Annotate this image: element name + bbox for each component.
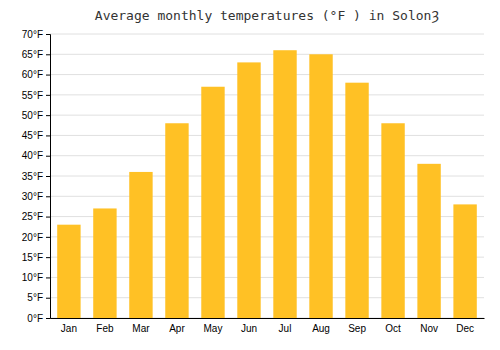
x-axis: Jan Feb Mar Apr May Jun Jul Aug Sep Oct Nov Dec — [51, 319, 485, 335]
x-axis-line — [51, 318, 485, 319]
y-tick-mark — [46, 257, 50, 258]
y-tick: 60°F — [22, 69, 50, 80]
y-tick-label: 60°F — [22, 69, 43, 80]
grid-line — [50, 135, 484, 136]
y-tick-mark — [46, 298, 50, 299]
y-tick: 45°F — [22, 130, 50, 141]
y-tick: 40°F — [22, 150, 50, 161]
x-tick: Jan — [61, 323, 77, 334]
y-tick-mark — [46, 277, 50, 278]
bar — [237, 62, 260, 318]
grid-line — [50, 54, 484, 55]
x-tick: May — [204, 323, 223, 334]
bar — [273, 50, 296, 318]
grid-line — [50, 74, 484, 75]
y-tick: 55°F — [22, 90, 50, 101]
grid-line — [50, 94, 484, 95]
x-tick-label: Nov — [420, 323, 438, 334]
y-tick: 5°F — [27, 292, 50, 303]
y-tick: 25°F — [22, 211, 50, 222]
y-tick: 0°F — [27, 313, 50, 324]
y-tick-mark — [46, 135, 50, 136]
y-tick-label: 30°F — [22, 191, 43, 202]
y-tick: 50°F — [22, 110, 50, 121]
bar — [381, 123, 404, 318]
y-tick-mark — [46, 75, 50, 76]
bar — [129, 172, 152, 318]
y-tick-label: 0°F — [27, 313, 43, 324]
y-tick-label: 50°F — [22, 110, 43, 121]
y-tick-mark — [46, 318, 50, 319]
title: Average monthly temperatures (°F ) in So… — [95, 8, 440, 24]
x-tick: Jul — [279, 323, 292, 334]
x-tick-label: Dec — [456, 323, 474, 334]
grid-line — [50, 155, 484, 156]
y-tick-label: 10°F — [22, 272, 43, 283]
y-tick: 30°F — [22, 191, 50, 202]
chart: 0°F 5°F 10°F 15°F 20°F 25°F 30°F 35°F 40°F 45°F 50… — [0, 0, 500, 350]
x-tick: Nov — [420, 323, 438, 334]
grid-line — [50, 115, 484, 116]
y-tick: 15°F — [22, 252, 50, 263]
y-tick: 70°F — [22, 29, 50, 40]
y-tick-label: 20°F — [22, 232, 43, 243]
x-tick-label: Mar — [132, 323, 150, 334]
y-tick-label: 65°F — [22, 49, 43, 60]
y-tick-mark — [46, 34, 50, 35]
bar — [417, 164, 440, 318]
x-tick-label: Oct — [385, 323, 401, 334]
y-axis: 0°F 5°F 10°F 15°F 20°F 25°F 30°F 35°F 40°F 45°F 50… — [22, 29, 51, 324]
y-axis-line — [46, 35, 51, 319]
y-tick-label: 55°F — [22, 90, 43, 101]
x-tick-label: Sep — [348, 323, 366, 334]
x-tick: Sep — [348, 323, 366, 334]
bar — [93, 208, 116, 318]
y-tick-label: 5°F — [27, 292, 43, 303]
x-tick: Mar — [132, 323, 150, 334]
grid-line — [50, 34, 484, 35]
y-tick-mark — [46, 95, 50, 96]
x-tick-label: May — [204, 323, 223, 334]
y-tick-mark — [46, 156, 50, 157]
y-tick-mark — [46, 237, 50, 238]
x-tick: Feb — [96, 323, 114, 334]
y-tick-mark — [46, 217, 50, 218]
x-tick: Aug — [312, 323, 330, 334]
y-tick-mark — [46, 196, 50, 197]
x-tick-label: Feb — [96, 323, 114, 334]
y-tick: 10°F — [22, 272, 50, 283]
y-tick-mark — [46, 176, 50, 177]
y-tick: 65°F — [22, 49, 50, 60]
x-tick-label: Jan — [61, 323, 77, 334]
x-tick: Apr — [169, 323, 185, 334]
x-tick-label: Aug — [312, 323, 330, 334]
bar — [165, 123, 188, 318]
y-tick-label: 15°F — [22, 252, 43, 263]
x-tick: Dec — [456, 323, 474, 334]
bar — [201, 87, 224, 318]
x-tick: Jun — [241, 323, 257, 334]
plot-area — [57, 50, 477, 318]
grid — [50, 34, 484, 318]
x-tick-label: Jul — [279, 323, 292, 334]
y-tick-label: 35°F — [22, 171, 43, 182]
x-tick: Oct — [385, 323, 401, 334]
bar — [453, 204, 476, 318]
y-tick-mark — [46, 54, 50, 55]
bar — [57, 225, 80, 318]
bar — [345, 83, 368, 318]
y-tick: 20°F — [22, 232, 50, 243]
x-tick-label: Apr — [169, 323, 185, 334]
y-tick-label: 40°F — [22, 150, 43, 161]
y-tick-label: 25°F — [22, 211, 43, 222]
bar — [309, 54, 332, 318]
x-tick-label: Jun — [241, 323, 257, 334]
y-tick: 35°F — [22, 171, 50, 182]
y-tick-mark — [46, 115, 50, 116]
y-tick-label: 45°F — [22, 130, 43, 141]
y-tick-label: 70°F — [22, 29, 43, 40]
